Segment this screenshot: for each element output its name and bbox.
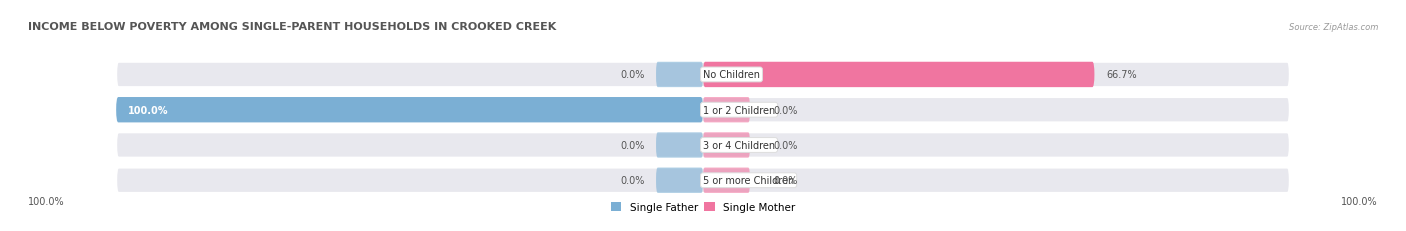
Text: 0.0%: 0.0% [620,176,644,185]
Text: INCOME BELOW POVERTY AMONG SINGLE-PARENT HOUSEHOLDS IN CROOKED CREEK: INCOME BELOW POVERTY AMONG SINGLE-PARENT… [28,22,557,32]
FancyBboxPatch shape [703,168,749,193]
Text: 100.0%: 100.0% [128,105,169,115]
FancyBboxPatch shape [117,62,1289,88]
Text: 3 or 4 Children: 3 or 4 Children [703,140,775,150]
Text: 66.7%: 66.7% [1107,70,1137,80]
Text: Source: ZipAtlas.com: Source: ZipAtlas.com [1288,23,1378,32]
Text: 5 or more Children: 5 or more Children [703,176,794,185]
Text: 100.0%: 100.0% [28,197,65,207]
FancyBboxPatch shape [703,62,1094,88]
FancyBboxPatch shape [703,97,749,123]
Text: 0.0%: 0.0% [773,140,797,150]
FancyBboxPatch shape [657,168,703,193]
FancyBboxPatch shape [117,97,1289,123]
FancyBboxPatch shape [117,133,1289,158]
Text: No Children: No Children [703,70,761,80]
FancyBboxPatch shape [117,97,703,123]
Text: 0.0%: 0.0% [773,105,797,115]
FancyBboxPatch shape [703,133,749,158]
Text: 0.0%: 0.0% [620,140,644,150]
Text: 0.0%: 0.0% [773,176,797,185]
FancyBboxPatch shape [657,133,703,158]
Legend: Single Father, Single Mother: Single Father, Single Mother [610,202,796,212]
Text: 1 or 2 Children: 1 or 2 Children [703,105,775,115]
Text: 100.0%: 100.0% [1341,197,1378,207]
Text: 0.0%: 0.0% [620,70,644,80]
FancyBboxPatch shape [117,168,1289,193]
FancyBboxPatch shape [657,62,703,88]
